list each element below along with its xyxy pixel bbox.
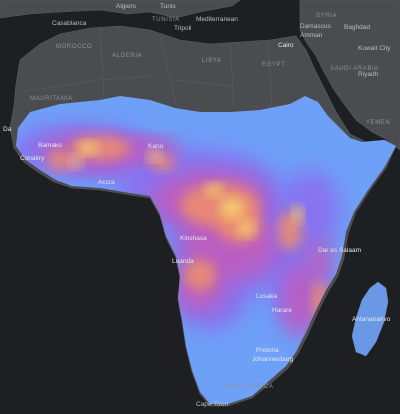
country-algeria: ALGERIA xyxy=(112,53,142,59)
city-bamako: Bamako xyxy=(38,142,62,149)
city-tripoli: Tripoli xyxy=(174,25,191,32)
madagascar-heat xyxy=(352,282,388,356)
heat-blob xyxy=(70,156,82,168)
heat-blob xyxy=(78,142,98,154)
country-libya: LIBYA xyxy=(202,58,222,64)
city-riyadh: Riyadh xyxy=(358,71,379,78)
city-kano: Kano xyxy=(148,143,164,150)
country-yemen: YEMEN xyxy=(366,120,390,126)
heat-blob xyxy=(184,259,216,291)
city-tunis: Tunis xyxy=(160,3,176,10)
country-morocco: MOROCCO xyxy=(56,44,92,50)
city-amman: Amman xyxy=(300,32,323,39)
city-algiers: Algiers xyxy=(116,3,137,10)
city-lusaka: Lusaka xyxy=(256,293,277,300)
heat-blob xyxy=(148,151,160,161)
city-damascus: Damascus xyxy=(300,23,331,30)
country-mauritania: MAURITANIA xyxy=(30,96,73,102)
city-kuwait: Kuwait City xyxy=(358,45,391,52)
city-luanda: Luanda xyxy=(172,258,194,265)
city-capetown: Cape Town xyxy=(196,401,229,408)
city-conakry: Conakry xyxy=(20,155,45,162)
heat-blob xyxy=(70,136,130,160)
country-southafrica: SOUTH AFRICA xyxy=(222,384,274,390)
city-antananarivo: Antananarivo xyxy=(352,316,391,323)
city-casablanca: Casablanca xyxy=(52,20,87,27)
city-baghdad: Baghdad xyxy=(344,24,370,31)
city-kinshasa: Kinshasa xyxy=(180,235,207,242)
city-dakar: Da xyxy=(3,126,12,133)
city-pretoria: Pretoria xyxy=(256,347,279,354)
heat-blob xyxy=(282,264,318,336)
country-syria: SYRIA xyxy=(316,13,337,19)
heat-blob xyxy=(206,184,222,196)
country-tunisia: TUNISIA xyxy=(152,17,180,23)
heat-blob xyxy=(306,240,334,280)
sea-mediterranean: Mediterranean xyxy=(196,16,238,23)
city-accra: Accra xyxy=(98,179,115,186)
city-cairo: Cairo xyxy=(278,42,294,49)
city-daressalaam: Dar es Salaam xyxy=(318,247,361,254)
heat-blob xyxy=(220,198,244,218)
heat-blob xyxy=(293,206,303,222)
country-egypt: EGYPT xyxy=(262,62,285,68)
city-harare: Harare xyxy=(272,307,292,314)
country-saudi: SAUDI ARABIA xyxy=(330,66,379,72)
heat-blob xyxy=(48,150,72,170)
city-johannesburg: Johannesburg xyxy=(252,356,294,363)
labels: Algiers Tunis Casablanca TUNISIA Tripoli… xyxy=(3,3,391,408)
heat-blob xyxy=(238,220,254,236)
